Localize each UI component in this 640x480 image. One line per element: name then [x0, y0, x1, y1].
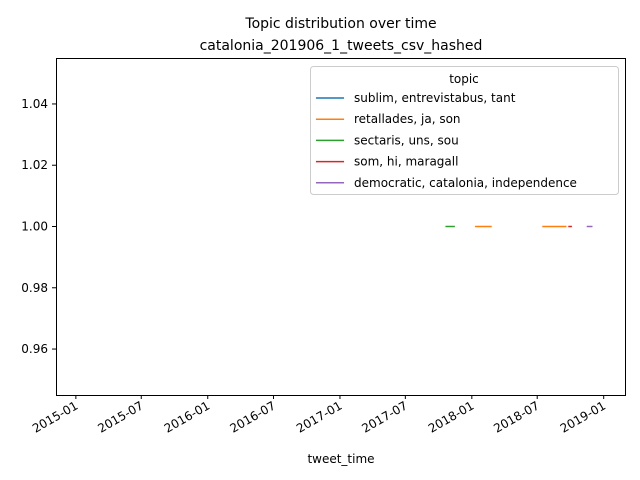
legend-entry: democratic, catalonia, independence	[354, 176, 577, 190]
y-tick-label: 1.00	[21, 220, 48, 234]
y-tick-label: 1.04	[21, 97, 48, 111]
x-axis: 2015-01 2015-07 2016-01 2016-07 2017-01 2017-…	[30, 395, 608, 436]
legend-box	[310, 66, 619, 195]
chart-title: Topic distribution over time	[244, 16, 436, 32]
x-tick-label: 2015-01	[30, 398, 80, 435]
x-tick-label: 2016-07	[228, 398, 278, 435]
y-tick-label: 1.02	[21, 158, 48, 172]
chart-subtitle: catalonia_201906_1_tweets_csv_hashed	[200, 38, 483, 54]
x-tick-label: 2018-01	[426, 398, 476, 435]
x-tick-label: 2019-01	[558, 398, 608, 435]
y-axis: 0.96 0.98 1.00 1.02 1.04	[21, 97, 56, 356]
x-tick-label: 2018-07	[491, 398, 541, 435]
x-tick-label: 2015-07	[95, 398, 145, 435]
legend-entry: sublim, entrevistabus, tant	[354, 91, 516, 105]
legend-entry: som, hi, maragall	[354, 155, 458, 169]
legend-entry: retallades, ja, son	[354, 112, 461, 126]
legend: topic sublim, entrevistabus, tant retalla…	[310, 66, 619, 195]
y-tick-label: 0.98	[21, 281, 48, 295]
x-tick-label: 2016-01	[162, 398, 212, 435]
plot-frame	[56, 58, 626, 396]
x-tick-label: 2017-01	[294, 398, 344, 435]
x-axis-label: tweet_time	[307, 452, 374, 466]
legend-entry: sectaris, uns, sou	[354, 133, 459, 147]
x-tick-label: 2017-07	[359, 398, 409, 435]
y-tick-label: 0.96	[21, 342, 48, 356]
legend-title: topic	[449, 72, 479, 86]
